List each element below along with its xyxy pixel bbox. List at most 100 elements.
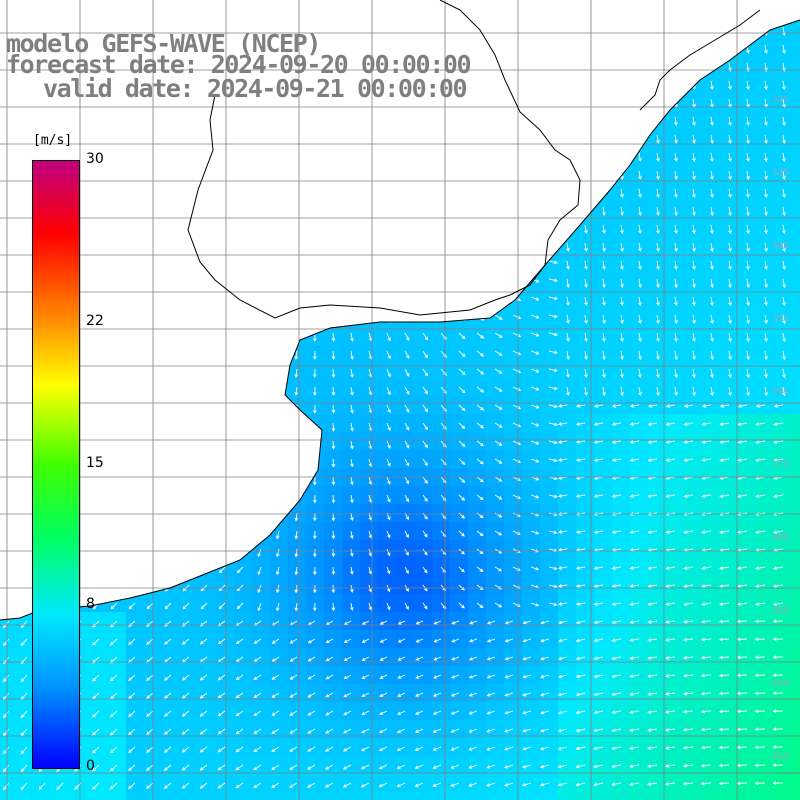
- speed-cell: [108, 612, 127, 631]
- wind-arrow: [557, 728, 568, 733]
- wind-arrow: [146, 674, 154, 681]
- speed-cell: [630, 486, 649, 505]
- wind-arrow: [476, 476, 484, 483]
- wind-arrow: [342, 764, 352, 770]
- wind-arrow: [719, 584, 730, 588]
- wind-arrow: [110, 602, 118, 610]
- wind-arrow: [773, 530, 784, 535]
- wind-arrow: [522, 728, 532, 733]
- wind-arrow: [386, 422, 391, 432]
- speed-cell: [756, 558, 775, 577]
- wind-arrow: [611, 620, 622, 625]
- speed-cell: [126, 648, 145, 667]
- speed-cell: [522, 720, 541, 739]
- wind-arrow: [772, 691, 784, 695]
- wind-arrow: [710, 332, 714, 343]
- wind-arrow: [486, 674, 496, 679]
- wind-arrow: [692, 260, 696, 271]
- speed-cell: [414, 738, 433, 757]
- speed-cell: [216, 702, 235, 721]
- speed-cell: [666, 684, 685, 703]
- wind-arrow: [494, 530, 503, 536]
- wind-arrow: [386, 494, 391, 503]
- wind-arrow: [754, 619, 766, 624]
- speed-cell: [414, 792, 433, 800]
- wind-arrow: [504, 674, 514, 679]
- speed-cell: [252, 756, 271, 775]
- wind-arrow: [343, 728, 352, 734]
- wind-arrow: [494, 350, 503, 356]
- wind-arrow: [575, 638, 586, 643]
- wind-arrow: [683, 404, 694, 408]
- speed-cell: [594, 702, 613, 721]
- speed-cell: [396, 792, 415, 800]
- speed-cell: [54, 792, 73, 800]
- speed-cell: [378, 612, 397, 631]
- wind-arrow: [683, 566, 694, 570]
- wind-arrow: [746, 332, 750, 343]
- wind-arrow: [746, 206, 750, 217]
- wind-arrow: [710, 314, 714, 325]
- speed-cell: [558, 522, 577, 541]
- speed-cell: [720, 450, 739, 469]
- wind-arrow: [271, 746, 280, 752]
- wind-arrow: [468, 692, 478, 697]
- wind-arrow: [199, 746, 208, 753]
- speed-cell: [756, 774, 775, 793]
- wind-arrow: [476, 530, 484, 537]
- speed-cell: [486, 738, 505, 757]
- wind-arrow: [701, 458, 712, 462]
- speed-cell: [360, 738, 379, 757]
- speed-cell: [720, 666, 739, 685]
- speed-cell: [414, 612, 433, 631]
- speed-cell: [576, 666, 595, 685]
- wind-arrow: [754, 745, 766, 750]
- wind-arrow: [422, 332, 429, 341]
- wind-arrow: [647, 764, 658, 768]
- wind-arrow: [584, 278, 588, 289]
- speed-cell: [792, 702, 800, 721]
- wind-arrow: [782, 134, 786, 145]
- wind-arrow: [307, 746, 316, 752]
- wind-arrow: [540, 692, 550, 697]
- speed-cell: [252, 702, 271, 721]
- speed-cell: [180, 738, 199, 757]
- speed-cell: [666, 540, 685, 559]
- wind-arrow: [764, 116, 768, 127]
- speed-cell: [594, 612, 613, 631]
- speed-cell: [306, 666, 325, 685]
- speed-cell: [270, 738, 289, 757]
- speed-cell: [432, 684, 451, 703]
- speed-cell: [216, 738, 235, 757]
- wind-arrow: [773, 602, 784, 607]
- speed-cell: [756, 504, 775, 523]
- wind-arrow: [575, 494, 586, 498]
- wind-arrow: [755, 404, 766, 408]
- wind-arrow: [530, 602, 540, 607]
- wind-arrow: [200, 602, 208, 610]
- wind-arrow: [422, 404, 429, 413]
- speed-cell: [180, 612, 199, 631]
- speed-cell: [594, 594, 613, 613]
- wind-arrow: [764, 260, 768, 271]
- wind-arrow: [611, 440, 622, 444]
- speed-cell: [666, 774, 685, 793]
- latitude-label: 32S: [772, 95, 790, 105]
- colorbar-tick: 0: [86, 758, 95, 774]
- speed-cell: [486, 630, 505, 649]
- wind-arrow: [235, 710, 244, 717]
- wind-arrow: [746, 314, 750, 325]
- wind-arrow: [647, 458, 658, 462]
- speed-cell: [414, 648, 433, 667]
- wind-arrow: [701, 530, 712, 534]
- wind-arrow: [611, 584, 622, 588]
- wind-arrow: [728, 152, 732, 163]
- wind-arrow: [450, 746, 460, 751]
- wind-arrow: [629, 782, 640, 786]
- speed-cell: [792, 126, 800, 145]
- speed-cell: [504, 666, 523, 685]
- speed-cell: [612, 720, 631, 739]
- wind-arrow: [128, 782, 136, 790]
- wind-arrow: [772, 727, 784, 731]
